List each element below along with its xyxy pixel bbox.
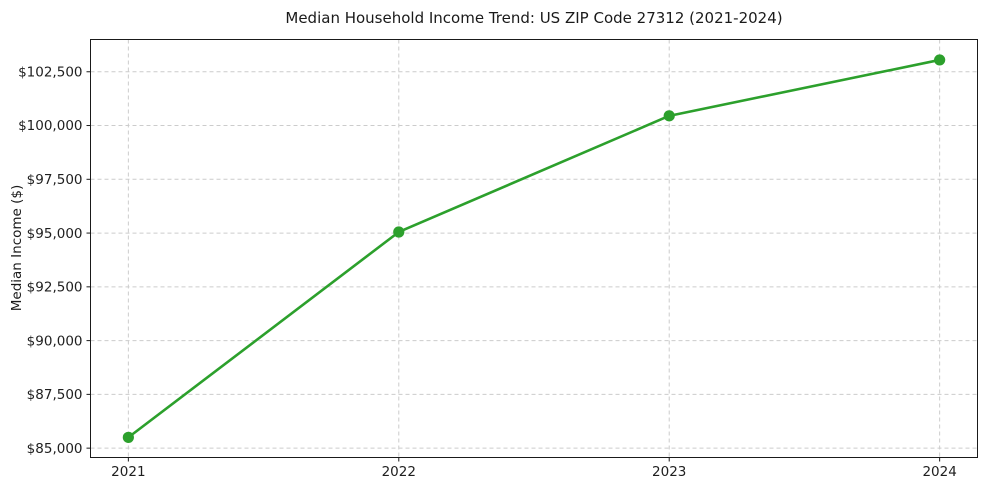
y-tick-label: $87,500 [27,387,83,403]
x-tick-label: 2021 [111,464,145,480]
x-tick-label: 2024 [922,464,956,480]
trend-line [127,58,941,439]
y-tick-label: $90,000 [27,333,83,349]
axes-spines [90,39,978,458]
y-tick-label: $102,500 [18,64,82,80]
y-tick-label: $97,500 [27,172,83,188]
y-tick-label: $95,000 [27,226,83,242]
data-point [934,54,946,66]
data-point [663,110,675,122]
y-tick-label: $92,500 [27,280,83,296]
y-tick-label: $85,000 [27,441,83,457]
data-point [393,226,405,238]
x-tick-label: 2023 [652,464,686,480]
x-tick-label: 2022 [382,464,416,480]
y-tick-label: $100,000 [18,118,82,134]
data-point [122,431,134,443]
chart-title: Median Household Income Trend: US ZIP Co… [285,9,783,27]
